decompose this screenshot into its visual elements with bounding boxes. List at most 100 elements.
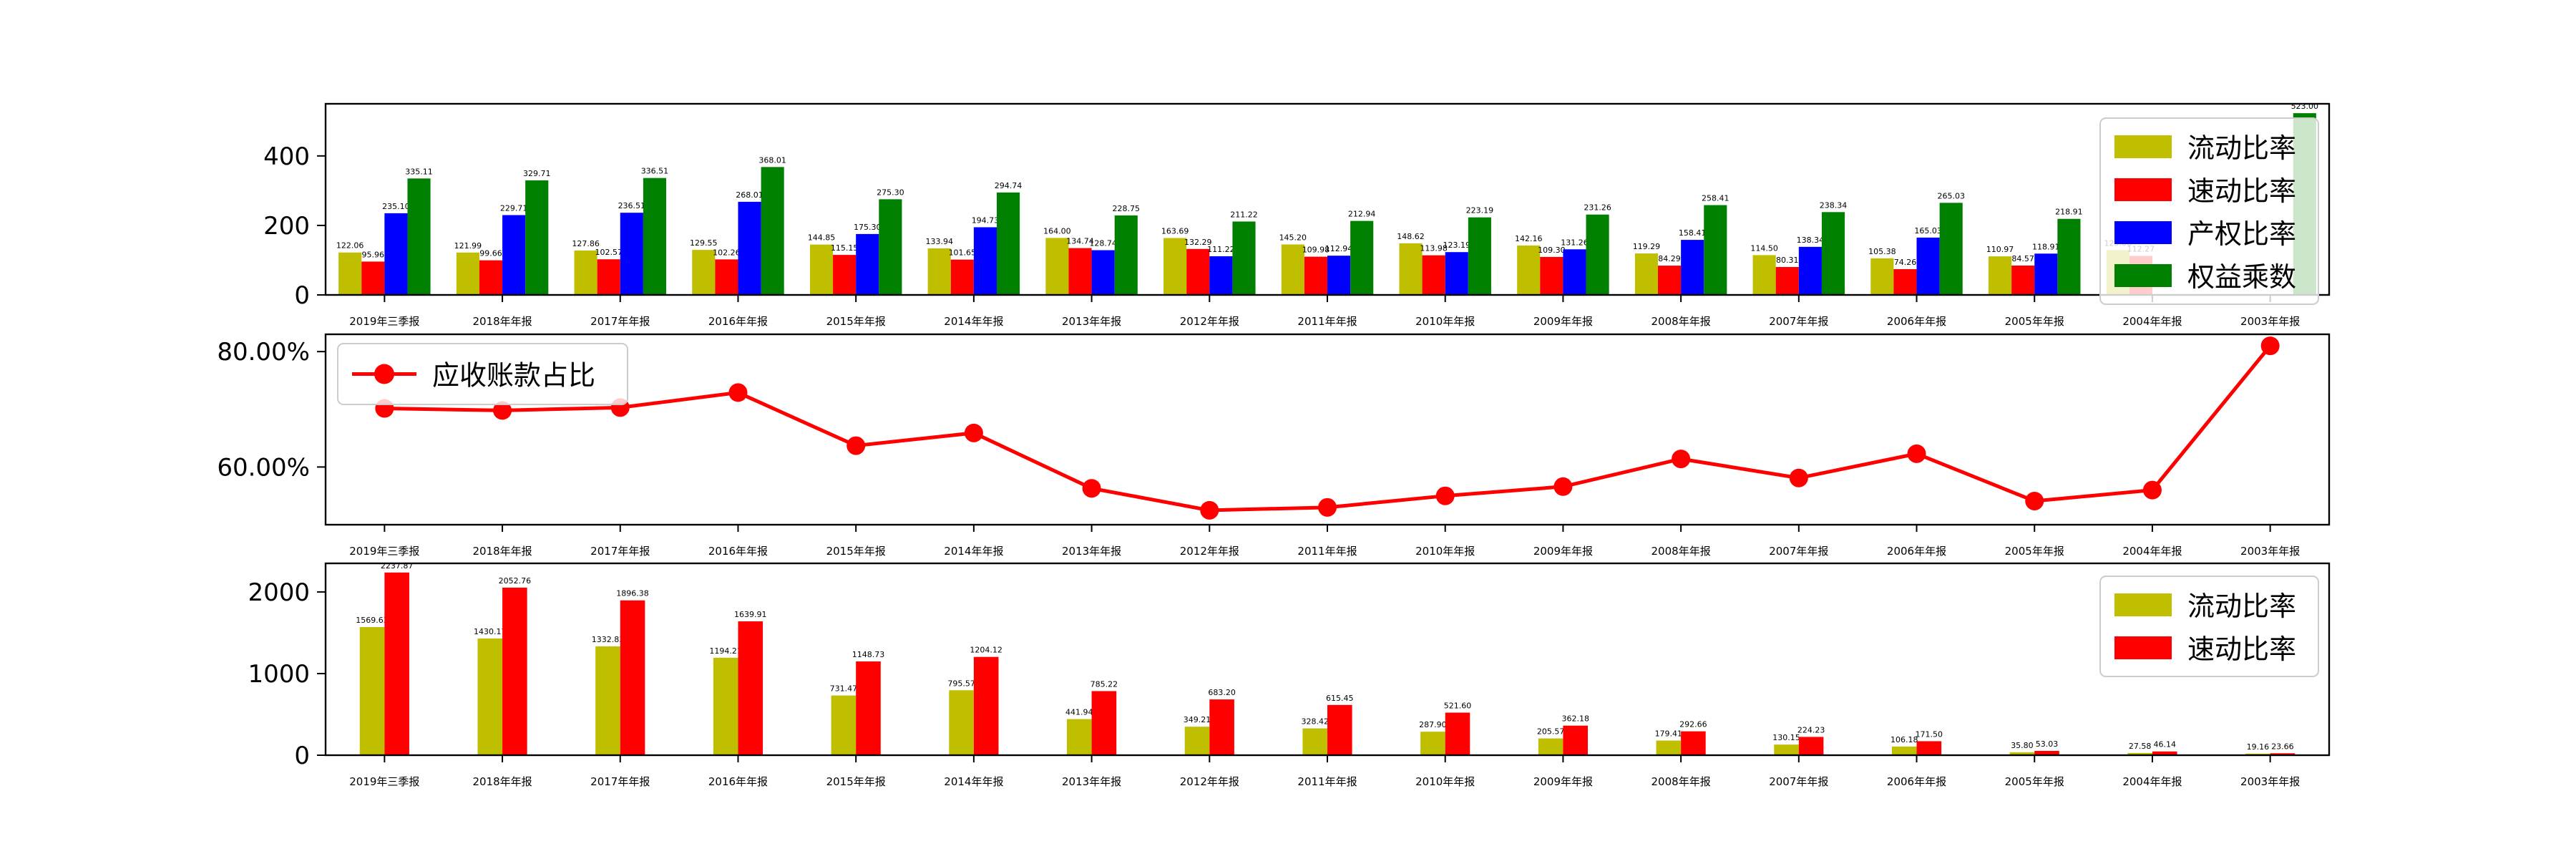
- bar-value-label: 35.80: [2011, 741, 2034, 750]
- bar: [1209, 699, 1234, 755]
- bar-value-label: 1204.12: [970, 646, 1002, 655]
- legend-label: 产权比率: [2187, 218, 2296, 250]
- bar: [927, 248, 951, 295]
- bar-value-label: 362.18: [1561, 714, 1589, 724]
- bar-value-label: 133.94: [925, 237, 953, 246]
- bar-value-label: 110.97: [1986, 245, 2014, 254]
- bar: [856, 661, 881, 755]
- x-tick-label: 2007年年报: [1769, 545, 1828, 558]
- bar: [1186, 248, 1210, 295]
- bar: [1634, 253, 1658, 295]
- x-tick-label: 2008年年报: [1652, 775, 1711, 788]
- bar-value-label: 265.03: [1937, 191, 1965, 200]
- amount-bar-chart: 1569.63 1430.17 1332.83 1194.21 731.47 795.57…: [248, 561, 2331, 788]
- bar: [1916, 237, 1940, 295]
- x-tick-label: 2012年年报: [1180, 315, 1239, 328]
- bar-value-label: 101.65: [949, 248, 977, 258]
- bar-value-label: 46.14: [2153, 740, 2176, 749]
- x-tick-label: 2015年年报: [826, 315, 886, 328]
- data-point: [493, 401, 512, 420]
- bar-value-label: 84.57: [2011, 254, 2034, 263]
- bar-value-label: 731.47: [830, 684, 858, 694]
- data-point: [1435, 486, 1455, 505]
- bar-value-label: 95.96: [362, 250, 385, 259]
- bar: [1893, 268, 1917, 295]
- y-tick-label: 0: [294, 742, 310, 770]
- x-tick-label: 2013年年报: [1062, 545, 1121, 558]
- bar: [1939, 203, 1963, 295]
- bar-value-label: 144.85: [808, 233, 836, 243]
- legend-label: 应收账款占比: [432, 360, 595, 392]
- bar: [407, 178, 431, 295]
- bar-value-label: 106.18: [1890, 735, 1918, 744]
- data-point: [1907, 444, 1926, 463]
- data-point: [728, 383, 748, 402]
- bar-value-label: 1896.38: [616, 589, 649, 598]
- bar-value-label: 212.94: [1348, 210, 1376, 219]
- bar-value-label: 1639.91: [734, 610, 767, 619]
- bar: [1422, 255, 1445, 295]
- bar: [595, 646, 620, 755]
- bar-value-label: 175.30: [854, 223, 882, 232]
- x-tick-label: 2013年年报: [1062, 315, 1121, 328]
- x-tick-label: 2007年年报: [1769, 775, 1828, 788]
- x-tick-label: 2005年年报: [2005, 315, 2064, 328]
- bar: [1798, 737, 1824, 755]
- bar-value-label: 102.26: [713, 248, 741, 257]
- bar-value-label: 53.03: [2036, 739, 2059, 749]
- legend-label: 流动比率: [2187, 591, 2296, 622]
- bar: [1586, 214, 1609, 295]
- bar: [1468, 217, 1491, 295]
- bar: [1540, 256, 1563, 295]
- bar-value-label: 275.30: [877, 188, 904, 197]
- bar: [1891, 746, 1917, 755]
- y-tick-label: 60.00%: [217, 453, 310, 482]
- x-tick-label: 2015年年报: [826, 775, 886, 788]
- bar-value-label: 294.74: [995, 181, 1023, 190]
- bar: [949, 690, 974, 755]
- data-point: [1672, 450, 1691, 469]
- bar: [856, 233, 879, 295]
- bar: [384, 572, 409, 755]
- x-tick-label: 2013年年报: [1062, 775, 1121, 788]
- y-tick-label: 0: [294, 281, 310, 310]
- bar: [1798, 246, 1822, 295]
- x-tick-label: 2004年年报: [2122, 315, 2182, 328]
- bar-value-label: 113.98: [1420, 244, 1448, 253]
- bar: [2034, 750, 2059, 755]
- bar-value-label: 123.19: [1443, 241, 1471, 250]
- bar-value-label: 229.71: [500, 203, 528, 213]
- bar: [525, 180, 549, 295]
- bar: [456, 252, 479, 295]
- bar: [2270, 753, 2296, 755]
- x-tick-label: 2014年年报: [944, 315, 1003, 328]
- bar-value-label: 131.26: [1561, 238, 1589, 247]
- x-tick-label: 2005年年报: [2005, 545, 2064, 558]
- ratio-bar-chart: 122.06 121.99 127.86 129.55 144.85 133.94 164.…: [263, 102, 2331, 328]
- bar: [1704, 205, 1727, 295]
- bar-value-label: 329.71: [523, 169, 551, 178]
- bar: [1163, 238, 1187, 295]
- bar-value-label: 615.45: [1326, 694, 1354, 703]
- bar: [1232, 221, 1256, 295]
- x-tick-label: 2017年年报: [590, 775, 650, 788]
- bar: [1774, 744, 1799, 755]
- bar-value-label: 2052.76: [499, 576, 532, 586]
- bar: [1304, 256, 1327, 295]
- bar-value-label: 128.74: [1089, 239, 1117, 248]
- bar-value-label: 287.90: [1419, 720, 1447, 729]
- x-tick-label: 2011年年报: [1297, 315, 1357, 328]
- bar: [1209, 256, 1233, 295]
- bar-value-label: 122.06: [336, 241, 364, 251]
- bar-value-label: 115.15: [831, 243, 859, 253]
- bar-value-label: 231.26: [1584, 203, 1611, 213]
- bar-value-label: 2237.87: [381, 561, 414, 571]
- bar: [1681, 731, 1706, 755]
- receivables-line-chart: 60.00% 80.00% 2019年三季报 2018年年报 2017年年报 2016年年…: [217, 333, 2331, 558]
- x-tick-label: 2003年年报: [2240, 545, 2300, 558]
- bar-value-label: 236.51: [618, 201, 646, 210]
- bar-value-label: 84.29: [1658, 254, 1681, 263]
- bar-value-label: 127.86: [572, 239, 600, 248]
- bar-value-label: 142.16: [1515, 234, 1543, 243]
